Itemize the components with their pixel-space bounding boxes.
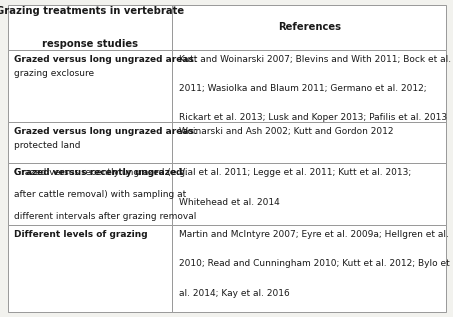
Bar (173, 122, 446, 163)
Text: Grazed versus recently ungrazed (e.g.: Grazed versus recently ungrazed (e.g. (14, 168, 188, 177)
Text: different intervals after grazing removal: different intervals after grazing remova… (14, 212, 197, 221)
Bar (8, 163, 173, 225)
Bar (8, 5, 173, 50)
Text: grazing exclosure: grazing exclosure (14, 69, 95, 78)
Text: Grazed versus long ungrazed areas:: Grazed versus long ungrazed areas: (14, 127, 198, 136)
Bar (173, 5, 446, 50)
Bar (173, 50, 446, 122)
Text: Grazing treatments in vertebrate

response studies: Grazing treatments in vertebrate respons… (0, 6, 184, 49)
Text: References: References (278, 22, 341, 32)
Text: Grazed versus recently ungrazed: Grazed versus recently ungrazed (14, 168, 183, 177)
Bar (8, 122, 173, 163)
Text: Woinarski and Ash 2002; Kutt and Gordon 2012: Woinarski and Ash 2002; Kutt and Gordon … (179, 127, 393, 136)
Bar (8, 50, 173, 122)
Text: Grazed versus long ungrazed areas:: Grazed versus long ungrazed areas: (14, 55, 198, 64)
Text: Martin and McIntyre 2007; Eyre et al. 2009a; Hellgren et al.

2010; Read and Cun: Martin and McIntyre 2007; Eyre et al. 20… (179, 230, 449, 298)
Text: protected land: protected land (14, 141, 81, 150)
Text: Vial et al. 2011; Legge et al. 2011; Kutt et al. 2013;

Whitehead et al. 2014: Vial et al. 2011; Legge et al. 2011; Kut… (179, 168, 411, 207)
Text: after cattle removal) with sampling at: after cattle removal) with sampling at (14, 190, 187, 199)
Bar (173, 163, 446, 225)
Text: Kutt and Woinarski 2007; Blevins and With 2011; Bock et al.

2011; Wasiolka and : Kutt and Woinarski 2007; Blevins and Wit… (179, 55, 451, 122)
Text: Different levels of grazing: Different levels of grazing (14, 230, 148, 239)
Bar (173, 225, 446, 312)
Bar (8, 225, 173, 312)
